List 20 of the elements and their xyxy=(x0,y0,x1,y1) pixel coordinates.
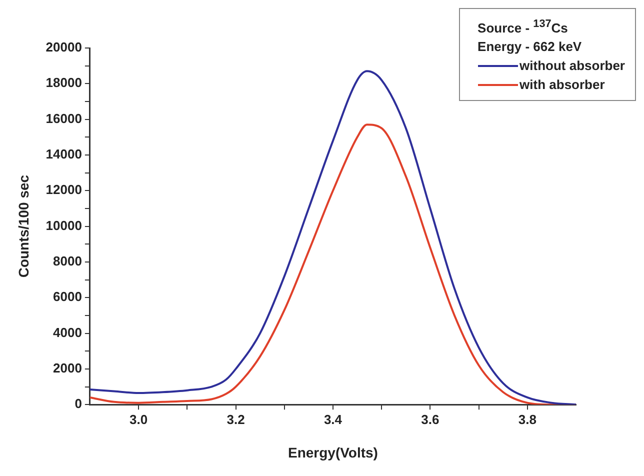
y-tick-label: 16000 xyxy=(46,110,82,126)
y-tick-label: 6000 xyxy=(53,289,82,304)
y-tick-label: 14000 xyxy=(46,146,82,162)
x-tick-label: 3.4 xyxy=(324,412,343,427)
x-tick-label: 3.6 xyxy=(421,412,440,427)
x-tick-label: 3.2 xyxy=(226,412,245,427)
y-tick-label: 8000 xyxy=(53,254,82,269)
y-tick-label: 20000 xyxy=(46,40,82,55)
y-tick-label: 0 xyxy=(74,396,82,412)
x-tick-label: 3.0 xyxy=(130,412,148,427)
y-tick-label: 10000 xyxy=(46,218,82,233)
legend-label: with absorber xyxy=(520,76,605,94)
y-tick-label: 4000 xyxy=(53,324,82,340)
x-tick-label: 3.8 xyxy=(518,412,536,427)
y-tick-label: 12000 xyxy=(46,182,82,198)
y-tick-label: 18000 xyxy=(46,75,82,90)
legend-label: without absorber xyxy=(520,57,625,76)
y-axis-title: Counts/100 sec xyxy=(15,174,32,278)
x-axis-title: Energy(Volts) xyxy=(288,444,378,460)
y-tick-label: 2000 xyxy=(53,360,82,376)
